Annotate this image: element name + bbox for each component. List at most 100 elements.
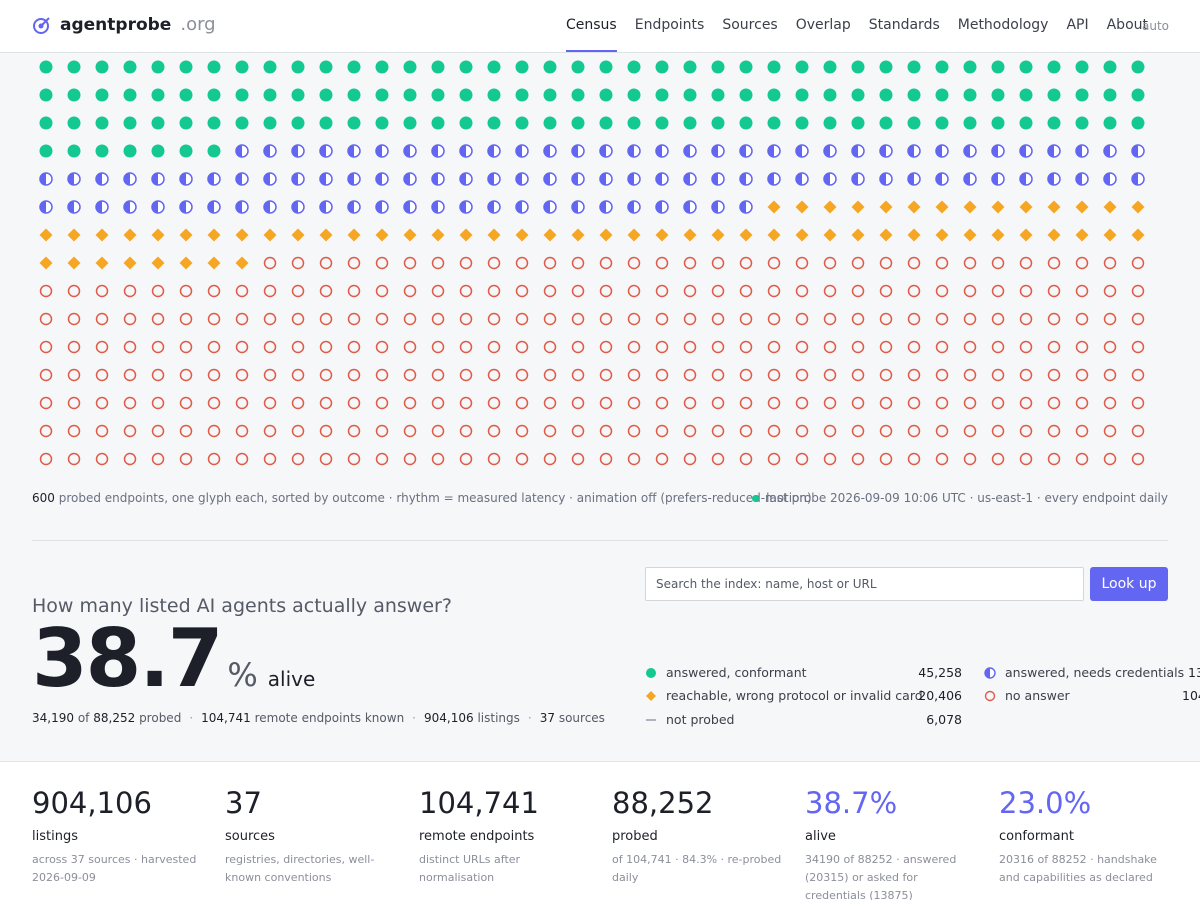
nav-link-census[interactable]: Census bbox=[566, 17, 617, 52]
credentials-half-dot bbox=[459, 172, 473, 186]
no-answer-ring bbox=[123, 368, 137, 382]
credentials-half-dot bbox=[739, 172, 753, 186]
legend-value: 20,406 bbox=[918, 688, 962, 703]
of-label: of bbox=[77, 711, 90, 725]
no-answer-ring bbox=[515, 340, 529, 354]
no-answer-ring bbox=[571, 312, 585, 326]
credentials-half-dot bbox=[1047, 144, 1061, 158]
no-answer-ring bbox=[291, 256, 305, 270]
remote-label: remote endpoints known bbox=[254, 711, 405, 725]
credentials-half-dot bbox=[263, 172, 277, 186]
wrong-protocol-diamond bbox=[291, 228, 305, 242]
wrong-protocol-diamond bbox=[95, 228, 109, 242]
credentials-half-dot bbox=[235, 144, 249, 158]
no-answer-ring bbox=[263, 396, 277, 410]
no-answer-ring bbox=[151, 340, 165, 354]
no-answer-ring bbox=[1019, 284, 1033, 298]
search-input[interactable] bbox=[645, 567, 1084, 601]
conformant-dot bbox=[1103, 88, 1117, 102]
conformant-dot bbox=[795, 88, 809, 102]
no-answer-ring bbox=[459, 312, 473, 326]
conformant-dot bbox=[711, 116, 725, 130]
no-answer-ring bbox=[515, 452, 529, 466]
credentials-half-dot bbox=[67, 172, 81, 186]
credentials-half-dot bbox=[879, 172, 893, 186]
no-answer-ring bbox=[403, 284, 417, 298]
legend-item-no-answer: no answer bbox=[984, 688, 1070, 703]
legend-label: answered, conformant bbox=[666, 665, 807, 680]
no-answer-ring bbox=[319, 452, 333, 466]
card-description: 34190 of 88252 · answered (20315) or ask… bbox=[805, 853, 957, 900]
no-answer-ring bbox=[739, 396, 753, 410]
wrong-protocol-diamond bbox=[319, 228, 333, 242]
no-answer-ring bbox=[375, 452, 389, 466]
nav-link-api[interactable]: API bbox=[1066, 17, 1089, 33]
no-answer-ring bbox=[347, 368, 361, 382]
no-answer-ring bbox=[795, 396, 809, 410]
conformant-dot bbox=[487, 88, 501, 102]
no-answer-ring bbox=[655, 340, 669, 354]
credentials-half-dot bbox=[711, 144, 725, 158]
no-answer-ring bbox=[263, 312, 277, 326]
legend-item-not-probed: not probed bbox=[645, 712, 734, 727]
nav-link-overlap[interactable]: Overlap bbox=[795, 17, 851, 33]
probed-label: probed bbox=[139, 711, 182, 725]
no-answer-ring bbox=[1131, 424, 1145, 438]
credentials-half-dot bbox=[711, 172, 725, 186]
nav-link-sources[interactable]: Sources bbox=[722, 17, 778, 33]
card-value: 38.7% bbox=[805, 786, 898, 820]
no-answer-ring bbox=[599, 368, 613, 382]
no-answer-ring bbox=[403, 340, 417, 354]
wrong-protocol-diamond bbox=[683, 228, 697, 242]
last-probe-note: last probe 2026-09-09 10:06 UTC · us-eas… bbox=[752, 491, 1168, 505]
nav-link-about[interactable]: About bbox=[1106, 17, 1149, 33]
nav-link-standards[interactable]: Standards bbox=[868, 17, 940, 33]
no-answer-ring bbox=[767, 424, 781, 438]
no-answer-ring bbox=[683, 452, 697, 466]
conformant-dot bbox=[935, 60, 949, 74]
no-answer-ring bbox=[39, 312, 53, 326]
conformant-dot bbox=[1075, 116, 1089, 130]
no-answer-ring bbox=[711, 256, 725, 270]
credentials-half-dot bbox=[487, 200, 501, 214]
no-answer-ring bbox=[739, 452, 753, 466]
conformant-dot bbox=[823, 116, 837, 130]
no-answer-ring bbox=[459, 340, 473, 354]
no-answer-ring bbox=[291, 396, 305, 410]
nav-link-methodology[interactable]: Methodology bbox=[957, 17, 1049, 33]
brand[interactable]: agentprobe .org bbox=[32, 14, 216, 35]
no-answer-ring bbox=[655, 424, 669, 438]
wrong-protocol-diamond bbox=[487, 228, 501, 242]
no-answer-ring bbox=[459, 424, 473, 438]
no-answer-ring bbox=[655, 284, 669, 298]
wrong-protocol-diamond bbox=[655, 228, 669, 242]
conformant-dot bbox=[291, 116, 305, 130]
no-answer-ring bbox=[39, 368, 53, 382]
credentials-half-dot bbox=[95, 200, 109, 214]
credentials-half-dot bbox=[963, 144, 977, 158]
no-answer-ring bbox=[487, 284, 501, 298]
no-answer-ring bbox=[487, 452, 501, 466]
nav-link-endpoints[interactable]: Endpoints bbox=[634, 17, 705, 33]
wrong-protocol-diamond bbox=[823, 200, 837, 214]
look-up-button[interactable]: Look up bbox=[1090, 567, 1168, 601]
wrong-protocol-diamond bbox=[1075, 200, 1089, 214]
wrong-protocol-diamond bbox=[767, 200, 781, 214]
no-answer-ring bbox=[151, 396, 165, 410]
no-answer-ring bbox=[739, 368, 753, 382]
no-answer-ring bbox=[963, 312, 977, 326]
no-answer-ring bbox=[263, 368, 277, 382]
credentials-half-dot bbox=[403, 144, 417, 158]
conformant-dot bbox=[123, 116, 137, 130]
conformant-dot bbox=[319, 116, 333, 130]
no-answer-ring bbox=[375, 284, 389, 298]
credentials-half-dot bbox=[431, 144, 445, 158]
no-answer-ring bbox=[963, 256, 977, 270]
no-answer-ring bbox=[823, 396, 837, 410]
credentials-half-dot bbox=[67, 200, 81, 214]
no-answer-ring bbox=[1103, 424, 1117, 438]
wrong-protocol-diamond bbox=[543, 228, 557, 242]
theme-toggle[interactable]: auto bbox=[1142, 19, 1170, 33]
credentials-half-dot bbox=[795, 144, 809, 158]
credentials-half-dot bbox=[571, 200, 585, 214]
